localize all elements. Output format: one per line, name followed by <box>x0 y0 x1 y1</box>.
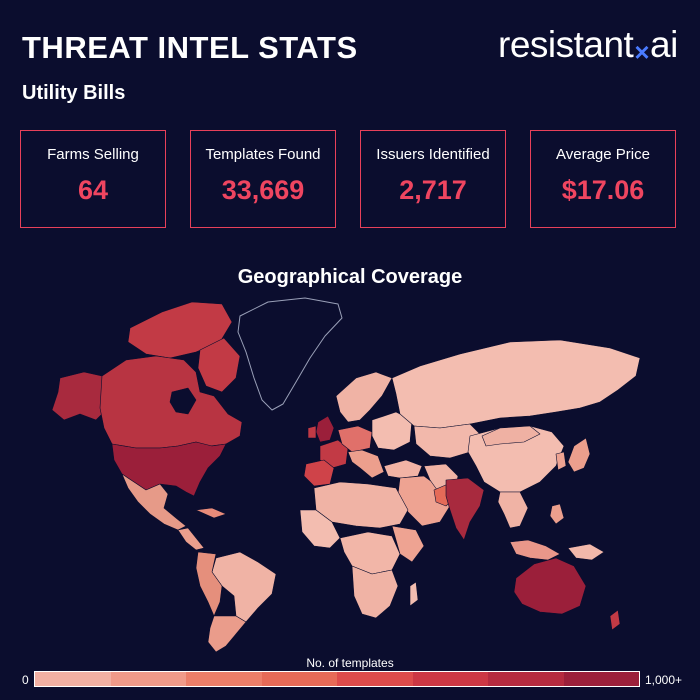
map-region-eastern-europe <box>371 411 413 451</box>
legend-swatch-2 <box>186 672 262 686</box>
stat-label: Farms Selling <box>47 146 139 163</box>
map-region-greenland <box>237 297 343 411</box>
brand-logo: resistant×ai <box>498 24 678 68</box>
map-region-ireland <box>307 425 317 439</box>
legend-swatch-5 <box>412 672 488 686</box>
stat-card-farms-selling: Farms Selling 64 <box>20 130 166 228</box>
legend-max-label: 1,000+ <box>645 673 683 687</box>
legend-swatch-0 <box>35 672 111 686</box>
legend-swatch-4 <box>337 672 413 686</box>
stat-value: 33,669 <box>221 175 305 205</box>
legend-swatch-6 <box>488 672 564 686</box>
map-region-france <box>319 439 349 469</box>
map-region-indochina <box>497 491 529 529</box>
page-subtitle: Utility Bills <box>22 82 126 104</box>
stat-label: Templates Found <box>205 146 321 163</box>
map-region-madagascar <box>409 581 419 607</box>
legend-swatch-3 <box>261 672 337 686</box>
map-region-turkey <box>383 459 423 479</box>
stat-label: Issuers Identified <box>376 146 490 163</box>
map-region-mexico <box>121 473 187 531</box>
map-title: Geographical Coverage <box>237 266 463 288</box>
map-region-uk <box>315 415 335 443</box>
map-region-korea <box>555 451 567 471</box>
map-region-india <box>445 477 485 541</box>
map-region-southern-africa <box>351 565 399 619</box>
map-region-central-europe <box>337 425 373 453</box>
color-scale-legend <box>34 671 640 687</box>
world-choropleth-map <box>51 297 641 653</box>
map-region-russia <box>391 339 641 429</box>
map-region-philippines <box>549 503 565 525</box>
map-region-west-africa <box>299 509 341 549</box>
stat-value: 64 <box>77 175 109 205</box>
map-region-hudson-bay <box>169 387 197 415</box>
map-region-southern-cone <box>207 615 247 653</box>
legend-swatch-7 <box>563 672 639 686</box>
map-region-indonesia <box>509 539 561 561</box>
legend-title: No. of templates <box>306 656 394 670</box>
logo-text-right: ai <box>650 24 678 65</box>
stat-value: $17.06 <box>561 175 645 205</box>
map-region-new-guinea <box>567 543 605 561</box>
map-region-central-america <box>177 527 205 551</box>
map-region-east-africa <box>391 525 425 563</box>
legend-min-label: 0 <box>22 673 29 687</box>
stat-card-templates-found: Templates Found 33,669 <box>190 130 336 228</box>
map-region-caribbean <box>195 507 227 519</box>
page-title: THREAT INTEL STATS <box>22 30 358 65</box>
stat-card-average-price: Average Price $17.06 <box>530 130 676 228</box>
stat-card-issuers-identified: Issuers Identified 2,717 <box>360 130 506 228</box>
map-region-australia <box>513 557 587 615</box>
map-region-central-africa <box>339 531 401 575</box>
map-region-baffin <box>197 337 241 393</box>
map-region-japan <box>567 437 591 473</box>
logo-x-icon: × <box>634 37 650 67</box>
map-region-italy-balkans <box>347 449 385 479</box>
map-region-mongolia <box>481 425 541 447</box>
stat-value: 2,717 <box>399 175 467 205</box>
logo-text-left: resistant <box>498 24 634 65</box>
legend-swatch-1 <box>110 672 186 686</box>
map-region-andes <box>195 551 223 617</box>
map-region-alaska <box>51 371 105 421</box>
map-region-new-zealand <box>609 609 621 631</box>
stat-label: Average Price <box>556 146 650 163</box>
map-region-scandinavia <box>335 371 393 423</box>
